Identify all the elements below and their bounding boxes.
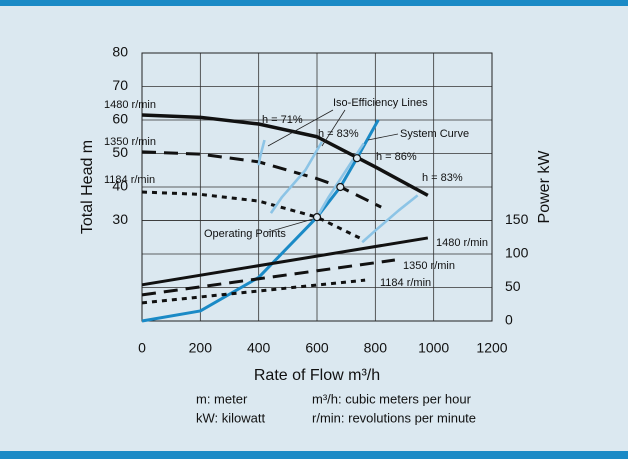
bottom-band xyxy=(0,451,628,459)
y-tick-label: 80 xyxy=(112,44,128,60)
x-axis-title: Rate of Flow m³/h xyxy=(254,367,380,384)
y-tick-label: 40 xyxy=(112,178,128,194)
leader-line xyxy=(321,109,346,147)
series-line xyxy=(141,113,429,197)
y2-tick-label: 100 xyxy=(505,245,529,261)
top-band xyxy=(0,0,628,6)
x-tick-label: 800 xyxy=(364,340,388,356)
series-line xyxy=(361,194,419,244)
leader-line xyxy=(367,133,399,141)
series-label: h = 86% xyxy=(376,151,417,163)
series-label: 1480 r/min xyxy=(436,237,488,249)
operating-point xyxy=(352,154,362,163)
y2-tick-label: 50 xyxy=(505,278,521,294)
series-label: 1480 r/min xyxy=(104,99,156,111)
series-line xyxy=(141,236,429,287)
y2-tick-label: 0 xyxy=(505,312,513,328)
x-tick-label: 400 xyxy=(247,340,271,356)
series-line xyxy=(141,150,382,209)
annotation: Iso-Efficiency Lines xyxy=(333,97,428,109)
x-tick-label: 200 xyxy=(189,340,213,356)
note: kW: kilowatt xyxy=(196,410,265,425)
y-axis-title: Total Head m xyxy=(79,140,96,234)
note: r/min: revolutions per minute xyxy=(312,410,476,425)
series-line xyxy=(141,278,366,305)
leader-line xyxy=(267,218,314,233)
series-line xyxy=(269,141,324,214)
x-tick-label: 0 xyxy=(138,340,146,356)
series-line xyxy=(257,139,266,166)
operating-point xyxy=(312,213,322,222)
series-label: h = 83% xyxy=(318,128,359,140)
y2-tick-label: 150 xyxy=(505,211,529,227)
series-label: 1184 r/min xyxy=(104,174,155,186)
note: m: meter xyxy=(196,391,248,406)
operating-point xyxy=(336,182,345,192)
x-tick-label: 1000 xyxy=(418,340,449,356)
annotation: Operating Points xyxy=(204,228,286,240)
series-label: 1184 r/min xyxy=(380,277,431,289)
y2-axis-title: Power kW xyxy=(536,150,553,224)
plot-frame xyxy=(141,52,493,322)
y-tick-label: 70 xyxy=(112,77,128,93)
series-label: h = 71% xyxy=(262,114,303,126)
y-tick-label: 50 xyxy=(112,144,128,160)
x-tick-label: 1200 xyxy=(476,340,507,356)
leader-line xyxy=(267,109,334,147)
series-label: h = 83% xyxy=(422,172,463,184)
y-tick-label: 30 xyxy=(112,211,128,227)
series-label: 1350 r/min xyxy=(403,260,455,272)
series-label: System Curve xyxy=(400,128,469,140)
series-label: 1350 r/min xyxy=(104,136,156,148)
y-tick-label: 60 xyxy=(112,111,128,127)
note: m³/h: cubic meters per hour xyxy=(312,391,472,406)
curves xyxy=(141,113,429,323)
x-tick-label: 600 xyxy=(305,340,329,356)
